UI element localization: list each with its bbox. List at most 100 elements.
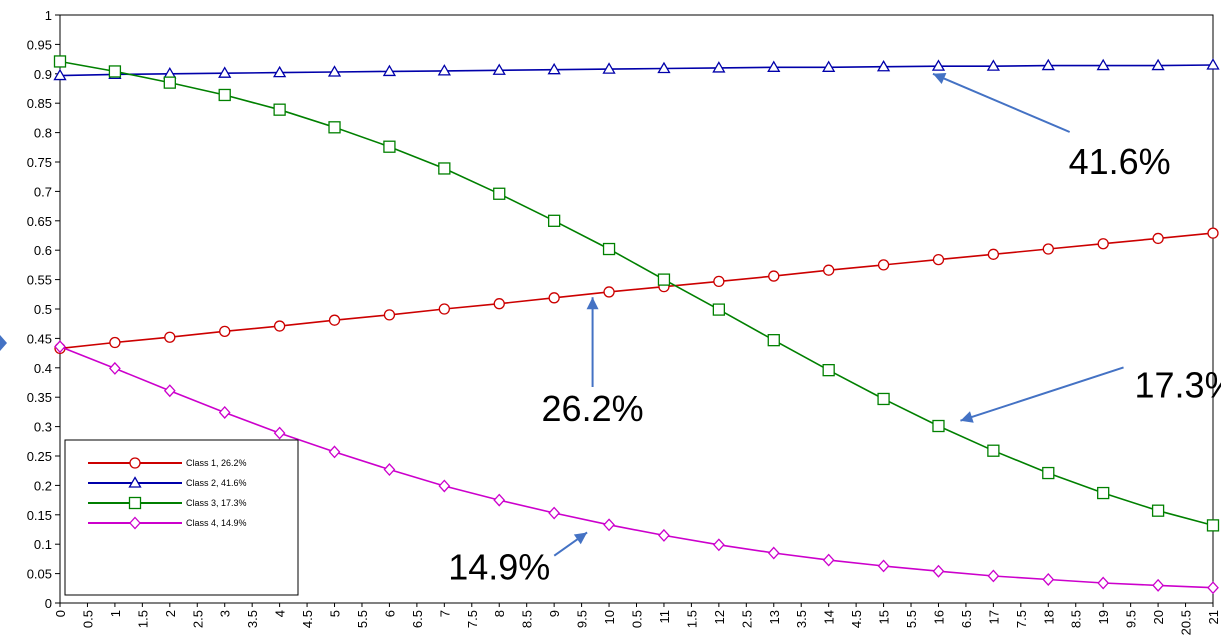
circle-marker — [164, 331, 176, 343]
circle-marker — [987, 248, 1000, 260]
x-tick-label: 9 — [547, 610, 562, 617]
legend-label: Class 2, 41.6% — [186, 478, 247, 488]
circle-marker — [273, 320, 286, 332]
diamond-marker — [1097, 576, 1110, 590]
x-tick-label: 8.5 — [520, 610, 535, 628]
x-tick-label: 15 — [877, 610, 892, 624]
diamond-marker — [438, 479, 451, 493]
square-marker — [438, 162, 451, 175]
circle-marker — [493, 298, 505, 310]
annotation-label: 41.6% — [1069, 141, 1171, 182]
x-tick-label: 3.5 — [794, 610, 809, 628]
square-marker — [108, 65, 122, 78]
diamond-marker — [109, 361, 121, 375]
square-marker — [128, 496, 142, 510]
annotation-label: 14.9% — [448, 547, 550, 588]
x-tick-label: 2.5 — [739, 610, 754, 628]
arrowhead-icon — [586, 297, 599, 310]
triangle-marker — [657, 61, 671, 74]
square-marker — [987, 444, 1000, 457]
series-line — [59, 64, 1214, 77]
triangle-marker — [712, 61, 726, 73]
y-tick-label: 0.9 — [34, 67, 52, 82]
series-3 — [53, 55, 1220, 532]
triangle-marker — [1151, 58, 1165, 71]
y-tick-label: 0.4 — [34, 361, 52, 376]
x-tick-label: 14 — [822, 610, 837, 624]
triangle-marker — [382, 64, 397, 77]
square-marker — [932, 419, 945, 433]
x-tick-label: 18 — [1041, 610, 1056, 624]
x-tick-label: 4.5 — [849, 610, 864, 628]
legend-label: Class 3, 17.3% — [186, 498, 247, 508]
diamond-marker — [218, 406, 231, 419]
arrowhead-icon — [573, 532, 588, 545]
triangle-marker — [272, 65, 287, 78]
x-tick-label: 13 — [767, 610, 782, 624]
y-tick-label: 0.35 — [27, 390, 52, 405]
diamond-marker — [493, 493, 506, 507]
x-tick-label: 19 — [1096, 610, 1111, 624]
y-axis: 0 0.05 0.1 0.15 0.2 0.25 0.3 0.35 0.4 0.45 0.5 0.55… — [27, 8, 60, 611]
square-marker — [383, 140, 396, 153]
legend-item: Class 1, 26.2% — [88, 457, 247, 469]
circle-marker — [1097, 238, 1109, 250]
circle-marker — [603, 286, 615, 298]
legend-box — [64, 439, 299, 596]
series-line — [59, 345, 1214, 589]
circle-marker — [129, 457, 141, 469]
diamond-marker — [712, 538, 725, 552]
triangle-marker — [492, 63, 506, 75]
diamond-marker — [54, 340, 66, 354]
square-marker — [1097, 486, 1110, 500]
y-tick-label: 0.85 — [27, 96, 52, 111]
x-tick-label: 21 — [1206, 610, 1221, 624]
diamond-marker — [383, 463, 396, 476]
x-tick-label: 1.5 — [684, 610, 699, 628]
x-tick-label: 6.5 — [410, 610, 425, 628]
x-tick-label: 2 — [163, 610, 178, 617]
circle-marker — [383, 309, 396, 321]
triangle-marker — [1206, 58, 1220, 70]
x-tick-label: 8 — [492, 610, 507, 617]
circle-marker — [109, 336, 121, 349]
circle-marker — [823, 264, 835, 276]
square-marker — [602, 242, 616, 256]
circle-marker — [548, 292, 560, 304]
x-tick-label: 17 — [986, 610, 1001, 624]
diamond-marker — [548, 506, 561, 520]
series-line — [59, 232, 1214, 350]
y-tick-label: 0.75 — [27, 155, 52, 170]
y-tick-label: 0.2 — [34, 478, 52, 493]
legend: Class 1, 26.2% Class 2, 41.6% Class 3, 17.… — [64, 439, 299, 596]
x-axis: 0 0.5 1 1.5 2 2.5 3 3.5 4 4.5 5 5.5 6 6.5 7 7.5 8 8.5 9 9.5… — [53, 603, 1221, 635]
diamond-marker — [822, 553, 835, 567]
x-tick-label: 9.5 — [1124, 610, 1139, 628]
x-tick-label: 8.5 — [1069, 610, 1084, 628]
circle-marker — [438, 303, 450, 315]
circle-marker — [877, 259, 890, 271]
x-tick-label: 3 — [218, 610, 233, 617]
annotation-arrow-line — [960, 366, 1124, 422]
triangle-marker — [986, 59, 1001, 71]
square-marker — [877, 392, 890, 406]
triangle-marker — [931, 59, 946, 71]
edge-arrow-icon — [0, 335, 7, 351]
annotation: 14.9% — [448, 531, 588, 588]
y-tick-label: 0.65 — [27, 214, 52, 229]
x-tick-label: 10 — [602, 610, 617, 624]
y-tick-label: 1 — [45, 8, 52, 23]
square-marker — [493, 187, 506, 200]
square-marker — [767, 334, 780, 347]
y-tick-label: 0.55 — [27, 273, 52, 288]
triangle-marker — [602, 62, 616, 74]
x-tick-label: 0.5 — [80, 610, 95, 628]
legend-item: Class 2, 41.6% — [88, 476, 247, 488]
square-marker — [163, 76, 176, 89]
y-tick-label: 0.8 — [34, 126, 52, 141]
circle-marker — [1042, 243, 1054, 255]
x-tick-label: 12 — [712, 610, 727, 624]
x-tick-label: 16 — [931, 610, 946, 624]
square-marker — [53, 55, 67, 68]
